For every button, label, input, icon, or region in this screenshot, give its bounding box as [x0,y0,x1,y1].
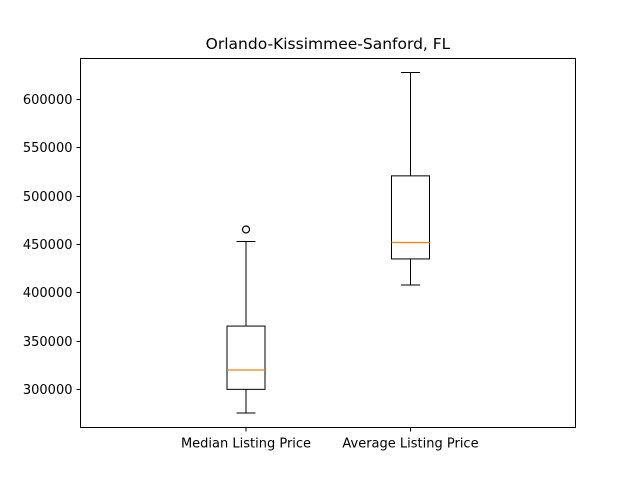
y-tick-label: 550000 [23,141,73,156]
axes-frame [80,58,576,428]
y-tick-label: 300000 [23,383,73,398]
outlier-point [241,225,251,234]
y-tick-label: 450000 [23,238,73,253]
y-tick-label: 350000 [23,335,73,350]
x-tick-label: Average Listing Price [342,437,478,452]
plot-area [226,72,430,414]
chart-title: Orlando-Kissimmee-Sanford, FL [206,35,451,53]
iqr-box [391,175,430,260]
box-group [391,72,430,286]
y-tick-label: 400000 [23,286,73,301]
x-tick-label: Median Listing Price [181,437,311,452]
y-axis: 300000 350000 400000 450000 500000 550000 6000… [23,93,81,398]
box-group [226,225,266,414]
y-tick-label: 600000 [23,93,73,108]
iqr-box [226,325,266,390]
x-axis: Median Listing Price Average Listing Pric… [181,427,479,452]
y-tick-label: 500000 [23,190,73,205]
